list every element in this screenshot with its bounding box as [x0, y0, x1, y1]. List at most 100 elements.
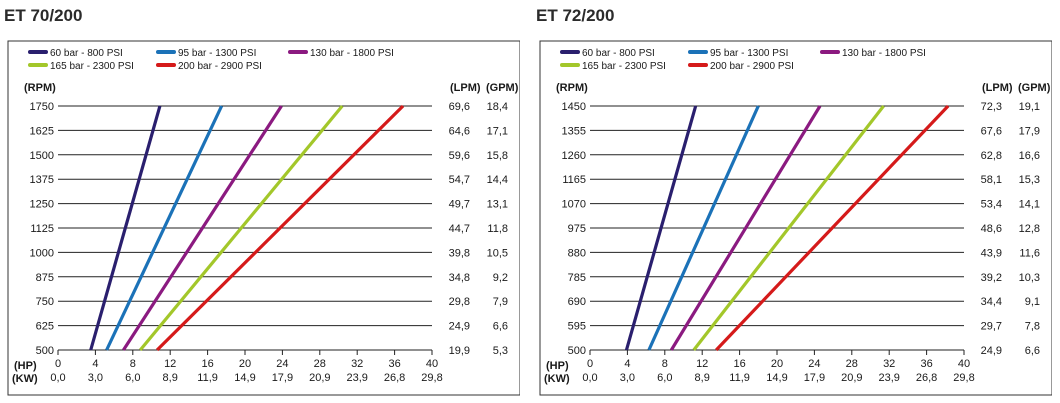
hp-tick-label: 4 — [92, 358, 98, 370]
lpm-tick-label: 64,6 — [449, 125, 470, 137]
series-line-4 — [692, 105, 885, 351]
rpm-tick-label: 625 — [36, 321, 54, 333]
rpm-tick-label: 1375 — [30, 174, 54, 186]
series-line-2 — [105, 105, 224, 351]
chart-et70: 60 bar - 800 PSI 95 bar - 1300 PSI 130 bar… — [7, 40, 520, 396]
gpm-tick-label: 13,1 — [487, 199, 508, 211]
kw-tick-label: 14,9 — [766, 372, 787, 384]
gpm-axis-label: (GPM) — [1018, 82, 1051, 94]
lpm-tick-label: 29,7 — [981, 321, 1002, 333]
kw-tick-label: 29,8 — [421, 372, 442, 384]
kw-tick-label: 23,9 — [346, 372, 367, 384]
legend-label: 200 bar - 2900 PSI — [178, 61, 262, 72]
rpm-tick-label: 750 — [36, 296, 54, 308]
rpm-tick-label: 785 — [568, 272, 586, 284]
lpm-tick-label: 54,7 — [449, 174, 470, 186]
chart-title: ET 72/200 — [536, 6, 615, 25]
rpm-tick-label: 595 — [568, 321, 586, 333]
legend-label: 60 bar - 800 PSI — [582, 48, 655, 59]
lpm-tick-label: 43,9 — [981, 247, 1002, 259]
legend-label: 130 bar - 1800 PSI — [310, 48, 394, 59]
lpm-tick-label: 34,8 — [449, 272, 470, 284]
rpm-tick-label: 500 — [36, 345, 54, 357]
gpm-tick-label: 14,4 — [487, 174, 508, 186]
lpm-tick-label: 44,7 — [449, 223, 470, 235]
lpm-tick-label: 39,2 — [981, 272, 1002, 284]
rpm-tick-label: 880 — [568, 247, 586, 259]
hp-tick-label: 12 — [164, 358, 176, 370]
legend-label: 130 bar - 1800 PSI — [842, 48, 926, 59]
hp-tick-label: 36 — [388, 358, 400, 370]
gpm-tick-label: 5,3 — [493, 345, 508, 357]
gpm-tick-label: 9,2 — [493, 272, 508, 284]
kw-tick-label: 26,8 — [916, 372, 937, 384]
x-axis-label-kw: (KW) — [12, 373, 38, 385]
lpm-tick-label: 24,9 — [449, 321, 470, 333]
gpm-tick-label: 14,1 — [1019, 199, 1040, 211]
kw-tick-label: 8,9 — [695, 372, 710, 384]
gpm-tick-label: 12,8 — [1019, 223, 1040, 235]
hp-tick-label: 20 — [771, 358, 783, 370]
series-line-3 — [122, 105, 283, 351]
rpm-tick-label: 975 — [568, 223, 586, 235]
chart-frame — [539, 40, 1052, 396]
rpm-tick-label: 500 — [568, 345, 586, 357]
chart-panel-et70: ET 70/200 60 bar - 800 PSI 95 bar - 1300 … — [0, 0, 520, 403]
series-line-3 — [669, 105, 822, 351]
hp-tick-label: 0 — [55, 358, 61, 370]
rpm-tick-label: 1625 — [30, 125, 54, 137]
hp-tick-label: 4 — [624, 358, 630, 370]
lpm-tick-label: 29,8 — [449, 296, 470, 308]
gpm-tick-label: 10,5 — [487, 247, 508, 259]
lpm-tick-label: 59,6 — [449, 150, 470, 162]
hp-tick-label: 12 — [696, 358, 708, 370]
lpm-tick-label: 69,6 — [449, 101, 470, 113]
hp-tick-label: 8 — [130, 358, 136, 370]
rpm-tick-label: 875 — [36, 272, 54, 284]
gpm-tick-label: 9,1 — [1025, 296, 1040, 308]
lpm-tick-label: 67,6 — [981, 125, 1002, 137]
gpm-tick-label: 17,1 — [487, 125, 508, 137]
hp-tick-label: 24 — [808, 358, 820, 370]
hp-tick-label: 24 — [276, 358, 288, 370]
series-line-1 — [624, 105, 698, 351]
x-axis-label-hp: (HP) — [14, 360, 37, 372]
kw-tick-label: 6,0 — [125, 372, 140, 384]
chart-et72: 60 bar - 800 PSI 95 bar - 1300 PSI 130 bar… — [539, 40, 1052, 396]
gpm-tick-label: 15,8 — [487, 150, 508, 162]
x-axis-label-kw: (KW) — [544, 373, 570, 385]
kw-tick-label: 3,0 — [88, 372, 103, 384]
gpm-tick-label: 19,1 — [1019, 101, 1040, 113]
hp-tick-label: 28 — [314, 358, 326, 370]
legend-label: 95 bar - 1300 PSI — [178, 48, 256, 59]
rpm-tick-label: 1125 — [30, 223, 54, 235]
lpm-tick-label: 19,9 — [449, 345, 470, 357]
lpm-tick-label: 62,8 — [981, 150, 1002, 162]
gpm-tick-label: 6,6 — [493, 321, 508, 333]
rpm-tick-label: 1070 — [562, 199, 586, 211]
series-line-2 — [647, 105, 760, 351]
gpm-tick-label: 18,4 — [487, 101, 508, 113]
lpm-axis-label: (LPM) — [982, 82, 1013, 94]
gpm-tick-label: 16,6 — [1019, 150, 1040, 162]
lpm-tick-label: 48,6 — [981, 223, 1002, 235]
gpm-tick-label: 7,9 — [493, 296, 508, 308]
kw-tick-label: 26,8 — [384, 372, 405, 384]
hp-tick-label: 28 — [846, 358, 858, 370]
series-line-5 — [715, 104, 950, 352]
kw-tick-label: 11,9 — [729, 372, 750, 384]
gpm-tick-label: 7,8 — [1025, 321, 1040, 333]
lpm-tick-label: 49,7 — [449, 199, 470, 211]
lpm-tick-label: 58,1 — [981, 174, 1002, 186]
hp-tick-label: 32 — [351, 358, 363, 370]
y-axis-label: (RPM) — [556, 82, 588, 94]
lpm-tick-label: 53,4 — [981, 199, 1002, 211]
y-axis-label: (RPM) — [24, 82, 56, 94]
lpm-tick-label: 24,9 — [981, 345, 1002, 357]
series-line-4 — [139, 104, 344, 352]
hp-tick-label: 40 — [426, 358, 438, 370]
hp-tick-label: 16 — [201, 358, 213, 370]
gpm-tick-label: 6,6 — [1025, 345, 1040, 357]
hp-tick-label: 8 — [662, 358, 668, 370]
kw-tick-label: 14,9 — [234, 372, 255, 384]
